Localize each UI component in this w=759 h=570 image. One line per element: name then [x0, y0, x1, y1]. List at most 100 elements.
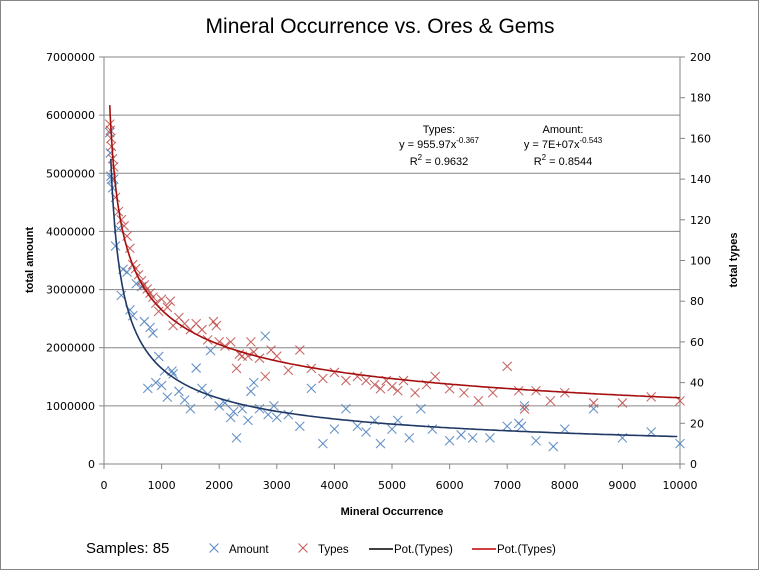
- data-point-types: [225, 337, 236, 347]
- data-point-types: [283, 365, 294, 376]
- annotation-amount: Amount: y = 7E+07x-0.543 R2 = 0.8544: [524, 124, 603, 168]
- data-point-amount: [179, 395, 190, 405]
- data-point-types: [156, 294, 167, 305]
- marker-stroke: [130, 263, 141, 274]
- data-point-amount: [531, 435, 541, 446]
- y-right-tick-label: 120: [690, 214, 711, 227]
- annotation-types-equation: y = 955.97x-0.367: [399, 136, 479, 151]
- marker-stroke: [329, 367, 340, 378]
- y-axis-left-label: total amount: [24, 227, 36, 293]
- y-left-tick-label: 5000000: [46, 167, 95, 180]
- data-point-amount: [108, 174, 119, 184]
- data-point-amount: [185, 403, 196, 414]
- y-left-tick-label: 0: [88, 458, 95, 471]
- marker-stroke: [168, 368, 179, 379]
- marker-stroke: [387, 381, 397, 392]
- marker-stroke: [225, 337, 236, 347]
- data-point-amount: [294, 421, 305, 432]
- marker-stroke: [179, 395, 190, 405]
- marker-stroke: [531, 435, 541, 446]
- data-point-amount: [214, 400, 225, 411]
- chart-title: Mineral Occurrence vs. Ores & Gems: [206, 15, 555, 38]
- gridlines: [104, 56, 680, 407]
- data-point-amount: [127, 310, 138, 321]
- marker-stroke: [283, 365, 294, 376]
- marker-stroke: [519, 400, 530, 411]
- data-point-amount: [269, 400, 279, 411]
- marker-stroke: [133, 269, 144, 280]
- marker-stroke: [361, 427, 371, 437]
- y-left-tick-label: 3000000: [46, 284, 95, 297]
- marker-stroke: [519, 404, 530, 414]
- data-point-amount: [260, 331, 271, 341]
- marker-stroke: [254, 353, 265, 364]
- marker-stroke: [150, 377, 161, 388]
- marker-stroke: [142, 383, 153, 394]
- x-tick-label: 3000: [263, 479, 291, 492]
- trendline-types: [109, 105, 681, 399]
- y-left-tick-label: 4000000: [46, 225, 95, 238]
- data-point-amount: [228, 406, 239, 417]
- data-point-types: [410, 387, 420, 398]
- marker-stroke: [122, 267, 132, 278]
- data-point-types: [459, 387, 469, 398]
- data-point-amount: [205, 345, 216, 356]
- data-point-types: [473, 396, 484, 406]
- annotation-types-heading: Types:: [423, 124, 455, 136]
- data-point-types: [430, 371, 441, 382]
- data-point-amount: [104, 127, 115, 138]
- data-point-types: [231, 363, 242, 374]
- data-point-amount: [444, 435, 455, 446]
- y-axis-right-ticks: 0 20 40 60 80 100 120 140 160 180 200: [680, 51, 711, 471]
- data-point-types: [317, 373, 328, 384]
- marker-stroke: [243, 351, 253, 362]
- data-point-amount: [375, 438, 386, 449]
- legend-item-trend-types: Pot.(Types): [472, 544, 556, 556]
- legend-item-trend-amount: Pot.(Types): [369, 544, 453, 556]
- marker-stroke: [617, 398, 628, 408]
- data-points: [104, 119, 685, 452]
- data-point-types: [245, 337, 256, 347]
- legend: Amount Types Pot.(Types) Pot.(Types): [209, 543, 556, 556]
- marker-stroke: [153, 306, 164, 317]
- marker-stroke: [231, 363, 242, 374]
- annotation-amount-r2: R2 = 0.8544: [534, 153, 593, 168]
- marker-stroke: [294, 421, 305, 432]
- marker-stroke: [271, 351, 282, 362]
- samples-count: Samples: 85: [86, 540, 169, 557]
- x-tick-label: 4000: [320, 479, 348, 492]
- data-point-amount: [306, 383, 317, 394]
- data-point-types: [387, 381, 397, 392]
- marker-stroke: [156, 380, 167, 391]
- marker-stroke: [205, 345, 216, 356]
- marker-stroke: [263, 409, 274, 420]
- data-point-types: [116, 214, 127, 225]
- marker-stroke: [485, 432, 495, 443]
- marker-stroke: [260, 371, 271, 382]
- marker-stroke: [231, 432, 242, 443]
- data-point-amount: [548, 441, 559, 452]
- marker-stroke: [392, 385, 403, 396]
- marker-stroke: [473, 396, 484, 406]
- y-right-tick-label: 140: [690, 173, 711, 186]
- marker-stroke: [191, 318, 202, 329]
- x-tick-label: 5000: [378, 479, 406, 492]
- marker-stroke: [467, 432, 478, 443]
- marker-stroke: [105, 148, 116, 158]
- data-point-types: [361, 375, 371, 386]
- marker-stroke: [502, 421, 513, 432]
- legend-label-trend-types: Pot.(Types): [497, 544, 556, 556]
- marker-stroke: [404, 432, 415, 443]
- marker-stroke: [444, 383, 455, 394]
- marker-stroke: [208, 316, 219, 327]
- y-axis-left-ticks: 0 1000000 2000000 3000000 4000000 5000000 6000…: [46, 51, 104, 471]
- data-point-amount: [341, 403, 351, 414]
- marker-stroke: [444, 435, 455, 446]
- marker-stroke: [156, 294, 167, 305]
- marker-stroke: [197, 324, 207, 335]
- data-point-amount: [317, 438, 328, 449]
- marker-stroke: [245, 337, 256, 347]
- annotation-types: Types: y = 955.97x-0.367 R2 = 0.9632: [399, 124, 479, 168]
- x-tick-label: 10000: [663, 479, 698, 492]
- marker-stroke: [352, 371, 363, 382]
